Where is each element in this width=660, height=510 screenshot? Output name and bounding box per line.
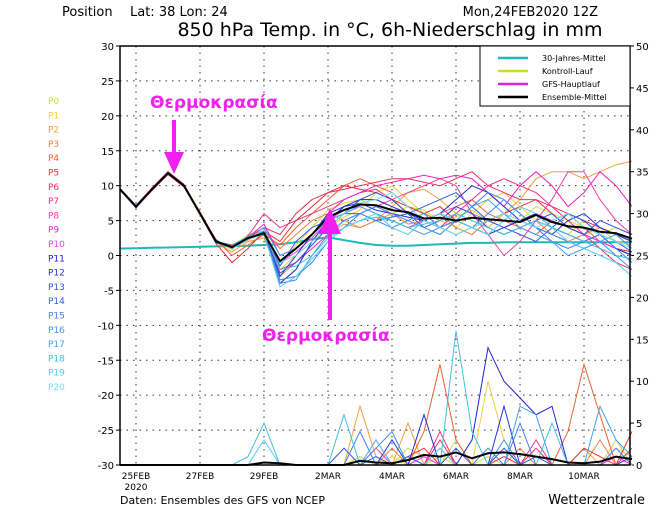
member-label-p12: P12 — [48, 269, 65, 279]
member-label-p6: P6 — [48, 183, 59, 193]
y-tick-label: 25 — [101, 77, 114, 88]
annotation-2: Θερμοκρασία — [262, 208, 390, 346]
x-tick-sublabel: 2020 — [125, 483, 148, 493]
member-label-p15: P15 — [48, 312, 65, 322]
member-label-p10: P10 — [48, 240, 65, 250]
lat-lon: Lat: 38 Lon: 24 — [130, 5, 228, 20]
x-tick-label: 4MAR — [379, 472, 405, 482]
x-tick-label: 2MAR — [315, 472, 341, 482]
legend-label: Ensemble-Mittel — [542, 93, 607, 102]
member-label-p5: P5 — [48, 169, 59, 179]
temp-line-p3 — [119, 173, 633, 250]
precip-line-p11 — [120, 346, 632, 466]
precip-line-p4 — [120, 362, 632, 466]
arrow-head — [319, 208, 341, 234]
x-axis: 25FEB 27FEB 29FEB 2MAR 4MAR 6MAR 8MAR 10MAR 2020 — [122, 472, 600, 493]
arrow-head — [164, 152, 184, 174]
y-tick-label-right: 10 — [636, 377, 649, 388]
temp-line-p18 — [119, 172, 633, 271]
y-tick-label: -25 — [98, 426, 114, 437]
legend-label: Kontroll-Lauf — [542, 67, 593, 76]
temp-line-p10 — [119, 172, 633, 264]
y-tick-label-right: 0 — [636, 461, 642, 472]
position-label: Position — [62, 5, 113, 20]
run-time: Mon,24FEB2020 12Z — [463, 5, 598, 20]
precip-line-p10 — [120, 438, 633, 466]
precip-line-p0 — [120, 438, 633, 466]
y-tick-label: -15 — [98, 356, 114, 367]
y-tick-label-right: 40 — [636, 126, 649, 137]
legend: 30-Jahres-Mittel Kontroll-Lauf GFS-Hauptla… — [479, 45, 631, 107]
member-label-p13: P13 — [48, 283, 65, 293]
member-labels: P0 P1 P2 P3 P4 P5 P6 P7 P8 P9 P10 P11 P12 P13 P14 P15 P1… — [48, 97, 65, 393]
y-tick-label-right: 30 — [636, 210, 649, 221]
member-label-p2: P2 — [48, 126, 59, 136]
precip-line-p3 — [120, 438, 632, 466]
y-tick-label: 20 — [101, 112, 114, 123]
x-tick-label: 10MAR — [568, 472, 600, 482]
precip-line-p19 — [120, 438, 632, 466]
x-tick-label: 29FEB — [250, 472, 279, 482]
y-tick-label-right: 25 — [636, 252, 649, 263]
member-label-p11: P11 — [48, 254, 65, 264]
x-tick-label: 8MAR — [507, 472, 533, 482]
member-label-p8: P8 — [48, 211, 59, 221]
brand: Wetterzentrale — [548, 493, 645, 508]
member-label-p3: P3 — [48, 140, 59, 150]
temp-line-p7 — [119, 172, 633, 270]
plot-frame — [119, 45, 631, 466]
y-tick-label-right: 35 — [636, 168, 649, 179]
temp-line-p20 — [119, 172, 633, 264]
y-tick-label-right: 45 — [636, 84, 649, 95]
x-tick-label: 25FEB — [122, 472, 151, 482]
y-axis-left: 30 25 20 15 10 5 0 -5 -10 -15 -20 -25 -30 — [98, 42, 120, 472]
temp-line-p14 — [119, 173, 633, 268]
ensemble-mean-line — [119, 171, 633, 263]
y-tick-label-right: 20 — [636, 293, 649, 304]
precip-series — [120, 330, 633, 467]
member-label-p19: P19 — [48, 369, 65, 379]
annotation-1: Θερμοκρασία — [150, 93, 278, 174]
annotation-text: Θερμοκρασία — [262, 326, 390, 346]
y-tick-label-right: 5 — [636, 419, 642, 430]
x-tick-label: 27FEB — [186, 472, 215, 482]
chart-title: 850 hPa Temp. in °C, 6h-Niederschlag in … — [177, 19, 602, 41]
precip-line-p1 — [120, 381, 633, 466]
y-tick-label: -10 — [98, 321, 114, 332]
precip-line-p18 — [120, 330, 632, 466]
climate-mean-line — [119, 236, 632, 250]
member-label-p7: P7 — [48, 197, 59, 207]
y-tick-label: 5 — [108, 217, 114, 228]
legend-label: GFS-Hauptlauf — [542, 80, 600, 89]
annotation-text: Θερμοκρασία — [150, 93, 278, 113]
member-label-p1: P1 — [48, 111, 59, 121]
member-label-p0: P0 — [48, 97, 59, 107]
precip-line-p9 — [120, 438, 632, 466]
y-tick-label: 10 — [101, 182, 114, 193]
y-tick-label: 30 — [101, 42, 114, 53]
data-source: Daten: Ensembles des GFS von NCEP — [120, 494, 325, 507]
member-label-p9: P9 — [48, 226, 59, 236]
legend-label: 30-Jahres-Mittel — [542, 54, 605, 63]
member-label-p4: P4 — [48, 154, 59, 164]
y-tick-label: 0 — [108, 252, 114, 263]
member-label-p14: P14 — [48, 297, 65, 307]
member-label-p20: P20 — [48, 383, 65, 393]
member-label-p17: P17 — [48, 340, 65, 350]
y-tick-label: 15 — [101, 147, 114, 158]
y-tick-label-right: 50 — [636, 42, 649, 53]
y-tick-label-right: 15 — [636, 335, 649, 346]
precip-line-p6 — [120, 438, 633, 466]
member-label-p18: P18 — [48, 354, 65, 364]
temp-series — [119, 160, 633, 288]
y-tick-label: -30 — [98, 461, 114, 472]
member-label-p16: P16 — [48, 326, 65, 336]
y-tick-label: -5 — [104, 286, 114, 297]
y-tick-label: -20 — [98, 391, 114, 402]
x-tick-label: 6MAR — [443, 472, 469, 482]
